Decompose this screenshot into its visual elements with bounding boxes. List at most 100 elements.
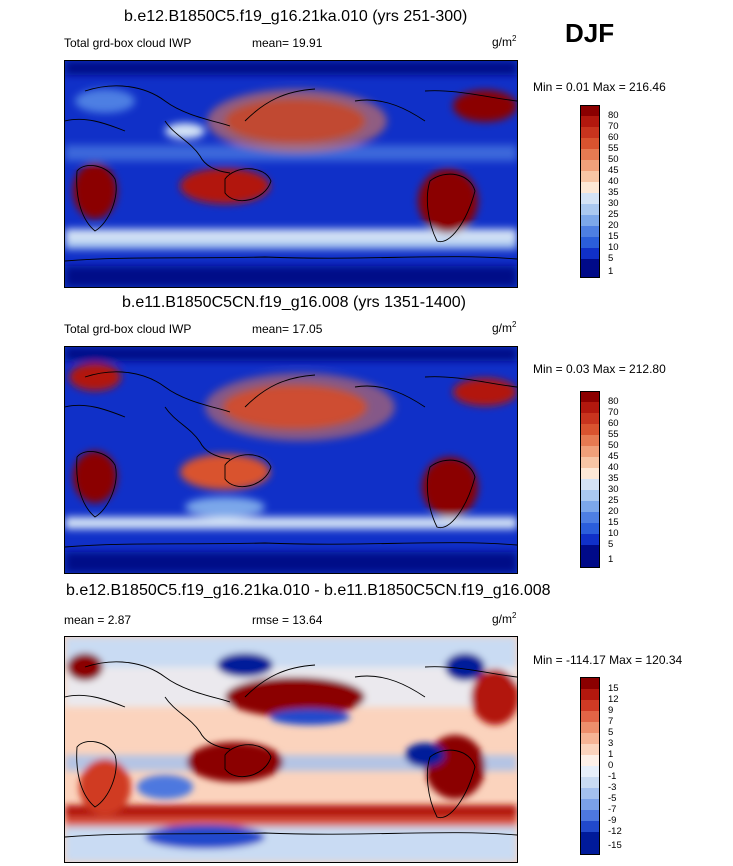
- cb3-tick: 7: [608, 716, 614, 727]
- cb2-tick: 55: [608, 429, 619, 440]
- cb3-tick: 1: [608, 749, 614, 760]
- panel1-units: g/m2: [492, 34, 516, 49]
- cb3-tick: 12: [608, 694, 619, 705]
- panel2-title: b.e11.B1850C5CN.f19_g16.008 (yrs 1351-14…: [122, 294, 466, 311]
- cb1-tick: 30: [608, 198, 619, 209]
- cb1-swatch-12: [580, 226, 600, 237]
- panel2-colorbar: 80 70 60 55 50 45 40 35 30 25 20 15 10 5…: [580, 391, 619, 568]
- cb1-tick: 1: [608, 266, 614, 277]
- panel3-map-svg: [65, 637, 517, 862]
- cb2-swatch-1: [580, 391, 600, 402]
- cb3-tick: -7: [608, 804, 617, 815]
- cb3-swatch-9: [580, 766, 600, 777]
- panel3-title: b.e12.B1850C5.f19_g16.21ka.010 - b.e11.B…: [66, 582, 551, 599]
- map3-field: [65, 637, 517, 862]
- panel2-unit-exp: 2: [512, 320, 517, 329]
- panel2-unit-base: g/m: [492, 321, 513, 335]
- cb2-tick: 30: [608, 484, 619, 495]
- cb2-tick: 15: [608, 517, 619, 528]
- cb3-tick: -1: [608, 771, 617, 782]
- cb1-swatch-1: [580, 105, 600, 116]
- cb3-swatch-8: [580, 755, 600, 766]
- panel1-minmax: Min = 0.01 Max = 216.46: [533, 80, 666, 94]
- cb3-tick: -15: [608, 840, 622, 851]
- cb2-swatch-13: [580, 523, 600, 534]
- cb1-swatch-4: [580, 138, 600, 149]
- panel3-colorbar: 15 12 9 7 5 3 1 0 -1 -3 -5 -7 -9 -12 -15: [580, 677, 622, 855]
- cb1-swatch-15: [580, 259, 600, 278]
- cb2-tick: 1: [608, 554, 614, 565]
- cb2-tick: 80: [608, 396, 619, 407]
- cb2-swatch-6: [580, 446, 600, 457]
- cb3-swatch-14: [580, 821, 600, 832]
- cb1-swatch-2: [580, 116, 600, 127]
- cb3-tick: 0: [608, 760, 614, 771]
- cb1-swatch-8: [580, 182, 600, 193]
- cb2-swatch-12: [580, 512, 600, 523]
- cb1-swatch-11: [580, 215, 600, 226]
- cb3-swatch-6: [580, 733, 600, 744]
- cb1-swatch-3: [580, 127, 600, 138]
- panel2-variable: Total grd-box cloud IWP: [64, 322, 192, 336]
- cb1-tick: 25: [608, 209, 619, 220]
- panel3-minmax: Min = -114.17 Max = 120.34: [533, 653, 683, 667]
- cb3-tick: 3: [608, 738, 614, 749]
- cb2-swatch-11: [580, 501, 600, 512]
- cb3-tick: -9: [608, 815, 617, 826]
- panel3-unit-base: g/m: [492, 612, 513, 626]
- cb1-tick: 60: [608, 132, 619, 143]
- map3-coastlines: [65, 661, 517, 838]
- panel1-colorbar: 80 70 60 55 50 45 40 35 30 25 20 15 10 5…: [580, 105, 619, 278]
- cb3-tick: 5: [608, 727, 614, 738]
- cb3-tick: -3: [608, 782, 617, 793]
- cb3-tick: -5: [608, 793, 617, 804]
- cb1-tick: 40: [608, 176, 619, 187]
- cb2-tick: 35: [608, 473, 619, 484]
- map1-coastlines: [65, 85, 517, 262]
- cb2-swatch-2: [580, 402, 600, 413]
- cb3-swatch-11: [580, 788, 600, 799]
- cb3-swatch-3: [580, 700, 600, 711]
- cb1-tick: 50: [608, 154, 619, 165]
- cb2-swatch-15: [580, 545, 600, 568]
- cb1-swatch-7: [580, 171, 600, 182]
- panel2-map: [64, 346, 518, 574]
- cb3-swatch-5: [580, 722, 600, 733]
- cb1-tick: 10: [608, 242, 619, 253]
- cb3-swatch-10: [580, 777, 600, 788]
- panel1-mean: mean= 19.91: [252, 36, 323, 50]
- map1-field: [65, 61, 517, 287]
- panel3-rmse: rmse = 13.64: [252, 613, 323, 627]
- panel2-units: g/m2: [492, 320, 516, 335]
- panel3-map: [64, 636, 518, 863]
- panel1-unit-exp: 2: [512, 34, 517, 43]
- panel2-map-svg: [65, 347, 517, 573]
- cb2-tick: 10: [608, 528, 619, 539]
- cb3-swatch-4: [580, 711, 600, 722]
- cb2-tick: 5: [608, 539, 614, 550]
- cb2-swatch-4: [580, 424, 600, 435]
- cb1-tick: 35: [608, 187, 619, 198]
- cb1-tick: 15: [608, 231, 619, 242]
- cb3-swatch-13: [580, 810, 600, 821]
- cb1-tick: 80: [608, 110, 619, 121]
- panel3-mean: mean = 2.87: [64, 613, 132, 627]
- season-label: DJF: [565, 18, 615, 48]
- cb1-swatch-6: [580, 160, 600, 171]
- panel1-variable: Total grd-box cloud IWP: [64, 36, 192, 50]
- panel1-map-svg: [65, 61, 517, 287]
- cb3-swatch-15: [580, 832, 600, 855]
- cb1-tick: 45: [608, 165, 619, 176]
- cb1-swatch-5: [580, 149, 600, 160]
- cb3-tick: -12: [608, 826, 622, 837]
- cb1-tick: 70: [608, 121, 619, 132]
- cb2-swatch-10: [580, 490, 600, 501]
- cb1-tick: 55: [608, 143, 619, 154]
- cb1-swatch-9: [580, 193, 600, 204]
- cb2-swatch-3: [580, 413, 600, 424]
- cb2-swatch-7: [580, 457, 600, 468]
- cb2-tick: 45: [608, 451, 619, 462]
- cb1-tick: 5: [608, 253, 614, 264]
- cb2-tick: 70: [608, 407, 619, 418]
- cb2-tick: 60: [608, 418, 619, 429]
